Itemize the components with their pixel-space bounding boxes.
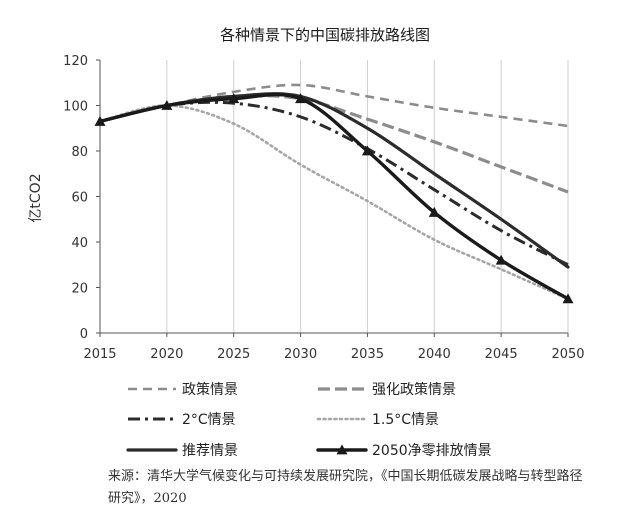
- y-tick-label: 20: [71, 282, 88, 297]
- data-point-marker: [295, 93, 307, 104]
- y-tick-label: 100: [63, 100, 88, 115]
- series-lines: [94, 83, 574, 304]
- y-tick-label: 80: [71, 145, 88, 160]
- source-note: 来源：清华大学气候变化与可持续发展研究院，《中国长期低碳发展战略与转型路径研究》…: [108, 469, 583, 506]
- y-tick-label: 40: [71, 236, 88, 251]
- y-tick-label: 60: [71, 191, 88, 206]
- x-tick-label: 2020: [150, 347, 183, 362]
- legend-label: 政策情景: [182, 381, 238, 398]
- x-tick-label: 2015: [83, 347, 116, 362]
- chart-title: 各种情景下的中国碳排放路线图: [220, 26, 430, 44]
- legend-label: 2050净零排放情景: [372, 443, 492, 459]
- y-tick-label: 120: [63, 54, 88, 69]
- legend-label: 推荐情景: [182, 443, 238, 459]
- legend-marker: [336, 444, 348, 455]
- legend-label: 2°C情景: [182, 412, 236, 428]
- x-tick-label: 2030: [284, 347, 317, 362]
- data-point-marker: [161, 100, 173, 110]
- x-tick-label: 2040: [418, 347, 451, 362]
- y-tick-label: 0: [80, 327, 88, 342]
- legend-label: 1.5°C情景: [372, 412, 439, 428]
- x-tick-label: 2035: [351, 347, 384, 362]
- x-tick-label: 2050: [551, 347, 584, 362]
- data-point-marker: [228, 93, 240, 104]
- series-line: [98, 92, 570, 301]
- data-point-marker: [428, 206, 440, 217]
- data-point-marker: [361, 145, 373, 156]
- data-point-marker: [94, 115, 106, 126]
- x-tick-label: 2045: [485, 347, 518, 362]
- data-point-marker: [495, 254, 507, 265]
- x-tick-label: 2025: [217, 347, 250, 362]
- y-axis-label: 亿tCO2: [28, 173, 44, 222]
- data-point-marker: [562, 293, 574, 304]
- series-line: [98, 104, 570, 301]
- grid: [99, 60, 569, 333]
- legend-label: 强化政策情景: [372, 381, 456, 398]
